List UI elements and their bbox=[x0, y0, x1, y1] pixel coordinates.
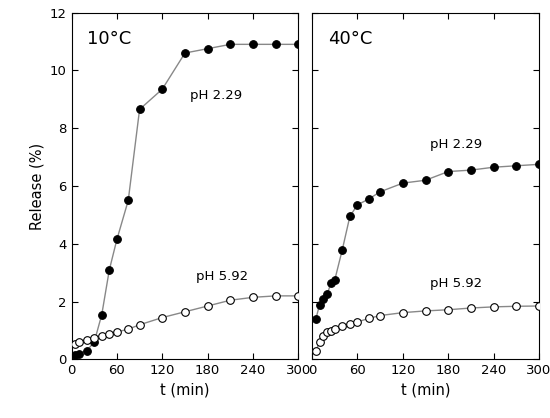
X-axis label: t (min): t (min) bbox=[401, 383, 450, 398]
X-axis label: t (min): t (min) bbox=[160, 383, 210, 398]
Text: 40°C: 40°C bbox=[328, 30, 372, 48]
Text: 10°C: 10°C bbox=[87, 30, 131, 48]
Y-axis label: Release (%): Release (%) bbox=[29, 143, 44, 229]
Text: pH 5.92: pH 5.92 bbox=[430, 277, 482, 290]
Text: pH 5.92: pH 5.92 bbox=[196, 270, 249, 283]
Text: pH 2.29: pH 2.29 bbox=[430, 138, 482, 151]
Text: pH 2.29: pH 2.29 bbox=[190, 89, 241, 102]
